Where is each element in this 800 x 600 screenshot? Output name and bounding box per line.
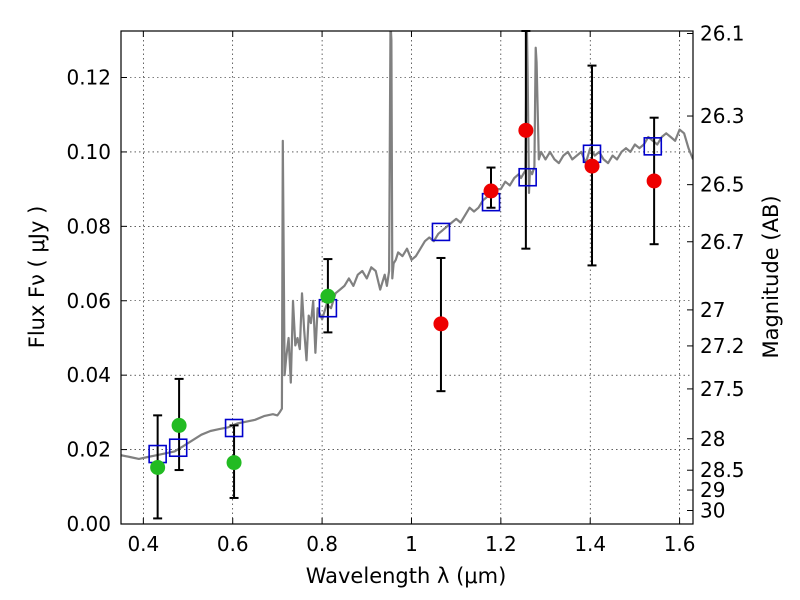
grid <box>121 31 693 525</box>
y-tick-label: 0.02 <box>66 438 111 462</box>
y2-tick-label: 27.2 <box>700 334 745 358</box>
y2-tick-label: 26.3 <box>700 104 745 128</box>
y-tick-label: 0.06 <box>66 289 111 313</box>
model-photometry-point <box>518 167 537 187</box>
y2-tick-label: 29 <box>700 478 725 502</box>
observed-point <box>646 173 662 189</box>
model-photometry-point <box>643 137 663 156</box>
y-tick-label: 0.12 <box>66 66 111 90</box>
x-tick-label: 0.4 <box>127 532 159 556</box>
observed-point <box>483 183 499 199</box>
y2-tick-label: 28.5 <box>700 458 745 482</box>
observed-point <box>171 417 187 433</box>
y2-tick-label: 26.1 <box>700 22 745 46</box>
x-tick-label: 1.2 <box>485 532 517 556</box>
observed-point <box>150 459 166 475</box>
x-tick-label: 1 <box>405 532 418 556</box>
y2-axis-label: Magnitude (AB) <box>759 195 783 358</box>
observed-point <box>518 122 534 138</box>
y-axis-label: Flux Fν ( μJy ) <box>25 206 49 349</box>
y-tick-label: 0.08 <box>66 214 111 238</box>
observed-point <box>226 455 242 471</box>
observed-point <box>320 288 336 304</box>
x-tick-label: 1.6 <box>664 532 696 556</box>
model-photometry-point <box>431 222 451 242</box>
y-tick-label: 0.10 <box>66 140 111 164</box>
plot-frame <box>120 30 694 525</box>
y-tick-label: 0.04 <box>66 363 111 387</box>
observed-point <box>584 158 600 174</box>
tick-layer: 0.4 0.6 0.8 1 1.2 1.4 1.6 0.00 0.02 0.04 0.06 0.08 0… <box>66 22 744 556</box>
model-photometry-point <box>224 418 244 438</box>
x-tick-label: 0.6 <box>217 532 249 556</box>
y2-tick-label: 27 <box>700 298 725 322</box>
y2-tick-label: 27.5 <box>700 377 745 401</box>
x-tick-label: 0.8 <box>306 532 338 556</box>
x-tick-label: 1.4 <box>574 532 606 556</box>
observed-point <box>433 316 449 332</box>
x-axis-label: Wavelength λ (μm) <box>306 564 507 588</box>
y2-tick-label: 26.5 <box>700 173 745 197</box>
y2-tick-label: 28 <box>700 427 725 451</box>
y2-tick-label: 30 <box>700 498 725 522</box>
y2-tick-label: 26.7 <box>700 230 745 254</box>
y-tick-label: 0.00 <box>66 512 111 536</box>
plot-background <box>121 31 693 524</box>
model-photometry-point <box>168 438 188 458</box>
errorbar-layer <box>148 30 663 520</box>
